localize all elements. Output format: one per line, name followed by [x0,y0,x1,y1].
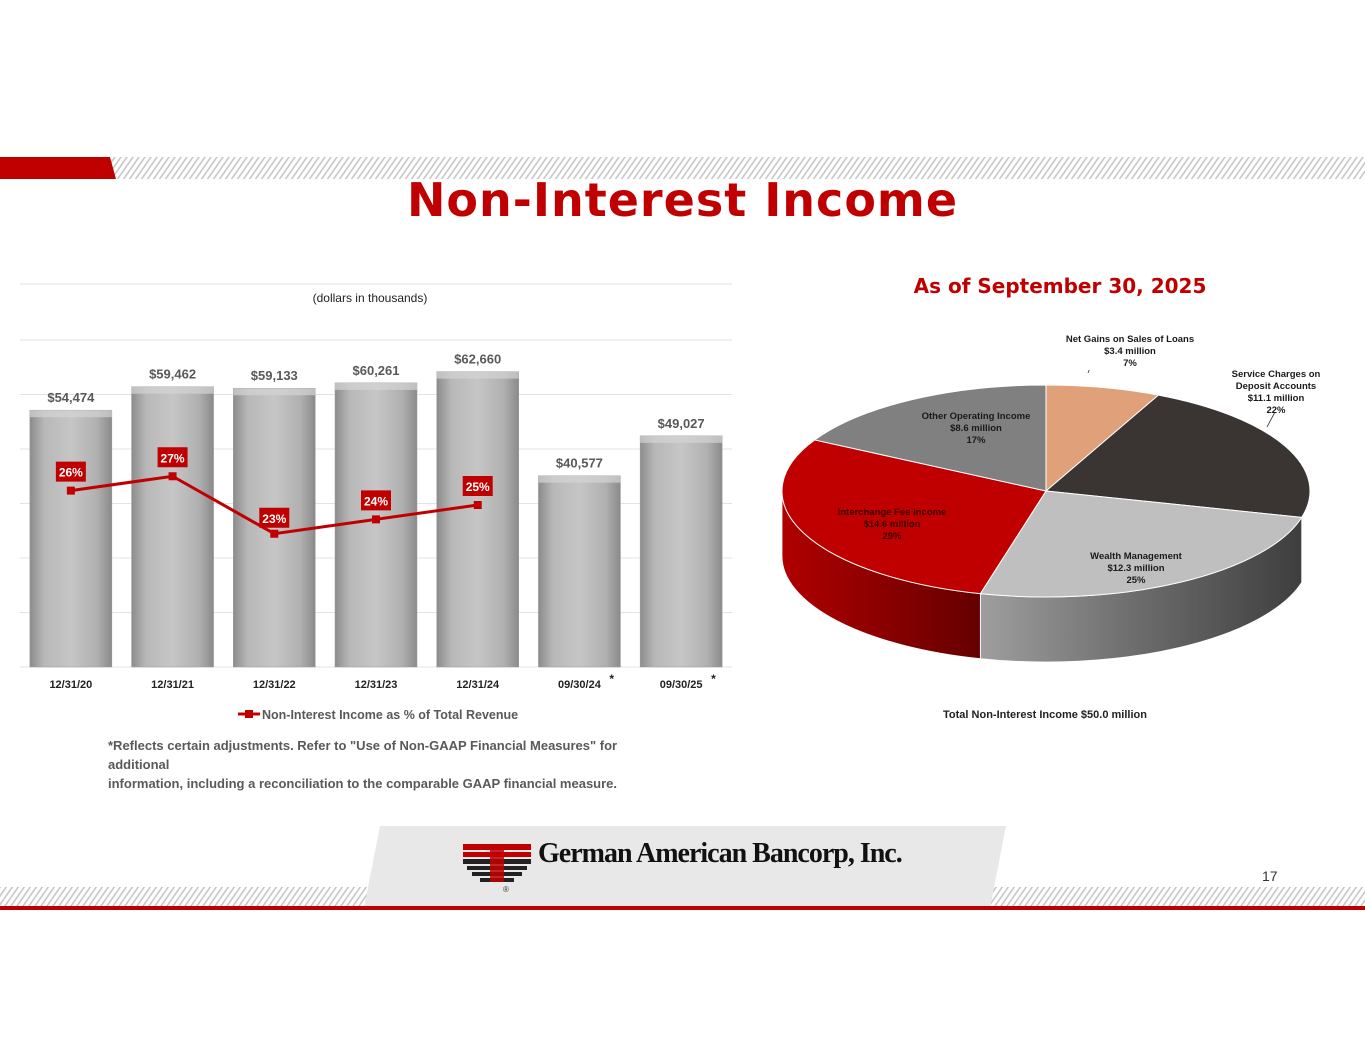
pie-label-wealth-name: Wealth Management [1090,551,1182,562]
pie-label-other-percent: 17% [966,435,986,446]
pie-label-service-charges-name: Service Charges on Deposit Accounts [1231,369,1321,392]
pie-label-interchange-amount: $14.6 million [863,519,921,530]
pie-slice [781,439,1047,595]
header-red-accent [0,157,116,179]
pie-label-wealth-percent: 25% [1126,575,1146,586]
x-tick-label: 12/31/24 [456,679,500,691]
pie-label-service-charges: Service Charges on Deposit Accounts $11.… [1218,369,1334,417]
footer-band: ® [0,826,1365,910]
header-stripe-band [0,157,1365,179]
pie-label-interchange: Interchange Fee Income $14.6 million 29% [822,507,962,543]
bar [334,382,418,668]
company-name: German American Bancorp, Inc. [538,838,903,869]
pie-label-wealth-management: Wealth Management $12.3 million 25% [1066,551,1206,587]
line-value-label: 27% [161,451,185,465]
bar-value-label: $62,660 [454,352,501,367]
pie-label-net-gains-percent: 7% [1123,358,1137,369]
net-gains-leader-line [1087,370,1090,374]
bar-bevel [335,382,417,390]
pie-label-other-amount: $8.6 million [950,423,1002,434]
footer-red-rule [0,906,1365,910]
x-tick-label: 12/31/21 [151,679,194,691]
bar-bevel [233,388,316,396]
pie-slice [979,490,1303,598]
x-tick-footnote-mark: * [609,672,614,686]
line-value-box [462,476,493,496]
line-value-label: 23% [262,512,286,526]
bar-value-label: $40,577 [556,456,603,471]
line-point [66,486,75,495]
pie-label-other-operating: Other Operating Income $8.6 million 17% [908,411,1044,447]
bar [639,435,723,668]
pie-label-service-charges-percent: 22% [1266,405,1286,416]
pie-label-net-gains-amount: $3.4 million [1104,346,1156,357]
pie-label-net-gains-name: Net Gains on Sales of Loans [1065,334,1195,345]
bar-chart: $54,474 12/31/20 $59,462 12/31/21 $59,133 12/… [20,283,732,722]
line-point [168,472,177,481]
line-point [372,515,380,524]
footnote-line-1: *Reflects certain adjustments. Refer to … [108,738,618,772]
x-tick-label: 12/31/20 [49,679,92,691]
line-value-box [259,507,290,528]
x-tick-label: 12/31/23 [355,679,398,691]
bar [131,386,214,668]
pie-slice [1045,384,1160,493]
bar-bevel [29,410,112,418]
page-number: 17 [1262,868,1278,884]
pie-total-label: Total Non-Interest Income $50.0 million [943,709,1147,721]
pie-slice [813,384,1047,492]
company-logo-mark [463,844,531,882]
x-tick-label: 09/30/25 [660,679,703,691]
line-value-label: 24% [364,494,388,508]
bar [436,371,519,668]
footnote: *Reflects certain adjustments. Refer to … [108,736,668,793]
bar-value-label: $59,133 [251,368,298,383]
line-point [473,501,482,509]
bar-value-label: $60,261 [353,363,400,378]
x-tick-footnote-mark: * [711,672,716,686]
bar-bevel [640,435,723,443]
service-charges-leader-line [1266,411,1276,428]
bar [538,475,621,668]
x-tick-label: 12/31/22 [253,679,296,691]
line-value-box [361,490,391,511]
pie-label-net-gains: Net Gains on Sales of Loans $3.4 million… [1065,334,1195,370]
pie-label-interchange-name: Interchange Fee Income [837,507,947,518]
pie-label-interchange-percent: 29% [882,531,902,542]
bar-bevel [538,475,621,483]
pie-chart-heading: As of September 30, 2025 [913,274,1207,298]
bar-chart-units-label: (dollars in thousands) [312,291,428,305]
page-title: Non-Interest Income [406,173,959,227]
line-value-label: 25% [466,480,490,494]
bar-value-label: $49,027 [658,416,705,431]
line-value-box [55,461,86,482]
bar-value-label: $54,474 [47,390,95,405]
bar [29,409,113,668]
line-value-label: 26% [59,466,83,480]
pie-label-wealth-amount: $12.3 million [1107,563,1165,574]
bar-value-label: $59,462 [149,367,196,382]
bar-bevel [131,386,214,394]
pie-label-service-charges-amount: $11.1 million [1247,393,1305,404]
legend-label: Non-Interest Income as % of Total Revenu… [262,708,518,722]
footnote-line-2: information, including a reconciliation … [108,776,618,791]
line-value-box [157,447,188,468]
line-point [270,529,279,538]
pie-slice [1044,394,1311,518]
legend-marker [245,710,253,718]
pie-chart [781,370,1311,663]
registered-mark: ® [503,885,509,894]
pie-label-other-name: Other Operating Income [921,411,1031,422]
x-tick-label: 09/30/24 [558,679,602,691]
bar-bevel [436,371,519,379]
